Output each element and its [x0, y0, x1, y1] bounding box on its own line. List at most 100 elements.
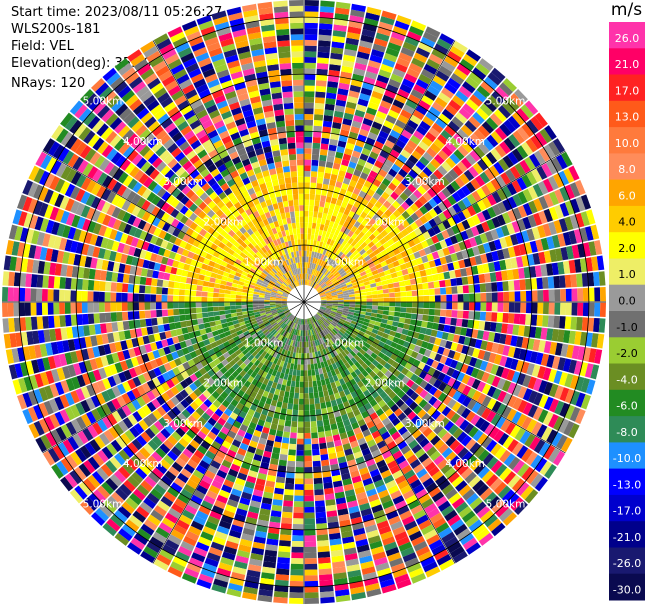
range-gate	[451, 224, 460, 235]
range-gate	[451, 310, 458, 318]
range-gate	[361, 447, 371, 457]
range-gate	[417, 263, 425, 271]
range-gate	[347, 352, 354, 360]
range-gate	[423, 349, 432, 358]
range-gate	[369, 399, 378, 407]
range-gate	[406, 302, 413, 308]
range-gate	[421, 321, 428, 328]
range-gate	[449, 455, 461, 467]
range-gate	[326, 214, 332, 221]
range-gate	[260, 461, 270, 470]
range-gate	[447, 398, 457, 409]
range-gate	[339, 188, 347, 196]
range-gate	[452, 40, 468, 54]
range-gate	[432, 225, 441, 235]
range-gate	[195, 296, 202, 302]
range-gate	[469, 497, 483, 510]
range-gate	[292, 316, 297, 323]
range-gate	[327, 447, 336, 454]
range-gate	[228, 468, 239, 478]
range-gate	[368, 535, 381, 544]
range-gate	[2, 302, 9, 317]
range-gate	[178, 308, 185, 315]
range-gate	[422, 477, 435, 489]
range-gate	[491, 250, 499, 262]
range-gate	[309, 280, 313, 286]
range-gate	[449, 359, 459, 369]
range-gate	[191, 552, 206, 563]
range-gate	[265, 415, 273, 423]
range-gate	[326, 296, 333, 299]
range-gate	[360, 211, 368, 219]
range-gate	[322, 120, 333, 128]
range-gate	[392, 68, 406, 78]
range-gate	[351, 120, 362, 129]
range-gate	[267, 361, 273, 368]
range-gate	[348, 505, 360, 514]
range-gate	[267, 380, 274, 387]
range-gate	[564, 373, 574, 388]
range-gate	[19, 287, 26, 302]
range-gate	[312, 217, 318, 224]
range-gate	[537, 225, 546, 238]
range-gate	[329, 266, 335, 273]
range-gate	[273, 493, 284, 501]
range-gate	[316, 333, 321, 340]
range-gate	[401, 430, 412, 440]
range-gate	[417, 289, 424, 296]
range-gate	[297, 364, 301, 371]
range-gate	[310, 323, 313, 330]
range-gate	[298, 410, 304, 416]
range-gate	[332, 298, 339, 301]
range-gate	[517, 126, 530, 141]
range-gate	[340, 225, 347, 233]
range-gate	[571, 302, 578, 316]
range-gate	[313, 119, 323, 127]
range-gate	[392, 495, 405, 505]
range-gate	[347, 95, 358, 104]
range-gate	[311, 281, 315, 287]
range-gate	[276, 470, 286, 478]
range-gate	[319, 331, 324, 338]
range-gate	[314, 315, 319, 321]
range-gate	[104, 302, 111, 312]
range-gate	[363, 352, 371, 359]
range-gate	[319, 585, 334, 593]
range-gate	[587, 272, 595, 287]
range-gate	[392, 260, 400, 267]
range-gate	[378, 256, 386, 263]
range-gate	[369, 468, 380, 478]
range-gate	[127, 293, 134, 302]
range-gate	[268, 463, 278, 471]
range-gate	[366, 248, 373, 255]
range-gate	[331, 127, 341, 135]
range-gate	[471, 402, 482, 414]
range-gate	[418, 224, 428, 234]
range-gate	[462, 81, 476, 94]
range-gate	[36, 274, 44, 288]
range-gate	[280, 342, 286, 349]
range-gate	[278, 545, 291, 553]
range-gate	[477, 393, 487, 405]
range-gate	[323, 276, 329, 282]
range-gate	[343, 541, 356, 550]
range-gate	[184, 302, 191, 308]
range-gate	[571, 288, 578, 302]
range-gate	[514, 291, 521, 302]
range-gate	[371, 121, 383, 130]
range-gate	[316, 286, 322, 292]
range-gate	[274, 406, 282, 414]
range-gate	[353, 354, 361, 362]
range-gate	[336, 502, 348, 511]
range-gate	[362, 571, 377, 581]
range-gate	[556, 434, 568, 450]
range-gate	[331, 306, 338, 309]
range-gate	[392, 124, 404, 134]
range-gate	[247, 408, 255, 417]
range-gate	[252, 296, 259, 300]
range-gate	[271, 417, 279, 425]
range-gate	[332, 434, 341, 442]
range-gate	[258, 297, 265, 300]
range-gate	[447, 387, 457, 398]
range-gate	[297, 432, 304, 439]
